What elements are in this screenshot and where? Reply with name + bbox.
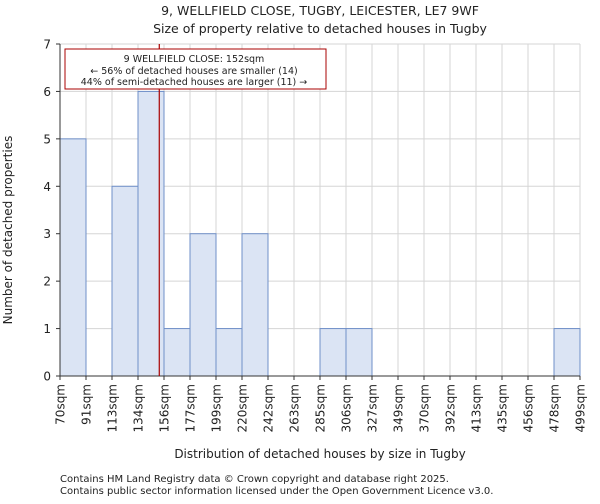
y-axis-ticks: 0 1 2 3 4 5 6 7 <box>43 38 60 384</box>
y-tick-label: 1 <box>43 322 51 336</box>
x-tick-label: 456sqm <box>522 384 536 432</box>
histogram-bar <box>163 328 191 377</box>
x-tick-label: 70sqm <box>54 384 68 425</box>
y-tick-label: 7 <box>43 38 51 52</box>
y-tick-label: 6 <box>43 85 51 99</box>
chart-title-line1: 9, WELLFIELD CLOSE, TUGBY, LEICESTER, LE… <box>161 3 479 18</box>
histogram-bar <box>111 185 139 377</box>
y-tick-label: 5 <box>43 132 51 146</box>
bars <box>59 90 581 377</box>
x-axis-ticks: 70sqm 91sqm 113sqm 134sqm 156sqm 177sqm 199sqm… <box>54 376 588 432</box>
y-tick-label: 0 <box>43 370 51 384</box>
x-tick-label: 156sqm <box>158 384 172 432</box>
histogram-bar <box>59 138 87 377</box>
histogram-bar <box>215 328 243 377</box>
chart-title-line2: Size of property relative to detached ho… <box>153 21 487 36</box>
histogram-bar <box>189 233 217 377</box>
x-tick-label: 199sqm <box>210 384 224 432</box>
annotation-line1: 9 WELLFIELD CLOSE: 152sqm <box>124 54 265 65</box>
x-tick-label: 263sqm <box>288 384 302 432</box>
histogram-bar <box>137 90 165 377</box>
annotation-box <box>64 48 327 90</box>
x-tick-label: 370sqm <box>418 384 432 432</box>
x-tick-label: 91sqm <box>80 384 94 425</box>
x-tick-label: 499sqm <box>574 384 588 432</box>
x-tick-label: 220sqm <box>236 384 250 432</box>
histogram-bar <box>319 328 347 377</box>
histogram-bar <box>241 233 269 377</box>
footer-line2: Contains public sector information licen… <box>60 486 493 497</box>
x-tick-label: 134sqm <box>132 384 146 432</box>
x-tick-label: 113sqm <box>106 384 120 432</box>
annotation-line3: 44% of semi-detached houses are larger (… <box>81 77 308 88</box>
footer-line1: Contains HM Land Registry data © Crown c… <box>60 474 449 485</box>
histogram-bar <box>553 328 581 377</box>
x-axis-label: Distribution of detached houses by size … <box>174 447 465 461</box>
x-tick-label: 413sqm <box>470 384 484 432</box>
y-axis-label: Number of detached properties <box>1 136 15 325</box>
x-tick-label: 177sqm <box>184 384 198 432</box>
y-tick-label: 3 <box>43 227 51 241</box>
histogram-bar <box>345 328 373 377</box>
x-tick-label: 285sqm <box>314 384 328 432</box>
annotation-line2: ← 56% of detached houses are smaller (14… <box>90 66 297 77</box>
x-tick-label: 327sqm <box>366 384 380 432</box>
x-tick-label: 435sqm <box>496 384 510 432</box>
x-tick-label: 306sqm <box>340 384 354 432</box>
x-tick-label: 392sqm <box>444 384 458 432</box>
x-tick-label: 242sqm <box>262 384 276 432</box>
y-tick-label: 2 <box>43 275 51 289</box>
x-tick-label: 349sqm <box>392 384 406 432</box>
x-tick-label: 478sqm <box>548 384 562 432</box>
y-tick-label: 4 <box>43 180 51 194</box>
